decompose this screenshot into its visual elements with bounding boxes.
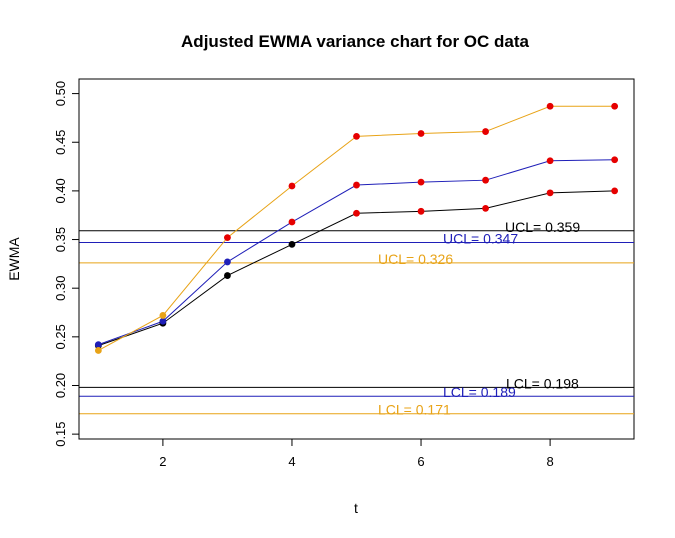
x-tick-label: 8 xyxy=(546,454,553,469)
data-points xyxy=(94,102,619,354)
data-point xyxy=(94,347,102,354)
lcl-label: LCL= 0.189 xyxy=(443,384,516,400)
data-point xyxy=(611,187,619,195)
data-point xyxy=(288,241,296,248)
data-point xyxy=(611,102,619,110)
data-point xyxy=(353,209,360,217)
y-axis: 0.15 0.20 0.25 0.30 0.35 0.40 0.45 0.50 xyxy=(53,81,80,447)
ucl-label: UCL= 0.326 xyxy=(378,251,453,267)
lcl-label: LCL= 0.198 xyxy=(506,375,579,391)
ucl-label: UCL= 0.359 xyxy=(505,219,580,235)
data-point xyxy=(224,272,231,279)
data-point xyxy=(546,157,554,165)
data-point xyxy=(417,130,425,137)
data-point xyxy=(417,207,425,215)
x-tick-label: 6 xyxy=(417,454,424,469)
x-axis-label: t xyxy=(354,500,358,516)
y-tick-label: 0.20 xyxy=(53,373,68,398)
data-point xyxy=(288,182,296,190)
data-point xyxy=(353,181,360,189)
data-point xyxy=(417,178,425,186)
data-point xyxy=(482,205,489,212)
x-axis: 2 4 6 8 xyxy=(159,438,554,469)
y-tick-label: 0.25 xyxy=(53,324,68,349)
x-tick-label: 2 xyxy=(159,454,166,469)
y-tick-label: 0.15 xyxy=(53,421,68,446)
chart-title: Adjusted EWMA variance chart for OC data xyxy=(181,32,529,51)
control-limits: UCL= 0.359 LCL= 0.198 UCL= 0.347 LCL= 0.189… xyxy=(79,219,634,418)
y-tick-label: 0.40 xyxy=(53,178,68,203)
data-point xyxy=(288,218,296,226)
data-point xyxy=(546,189,554,197)
data-point xyxy=(224,258,231,266)
data-point xyxy=(159,312,167,319)
data-point xyxy=(159,317,167,325)
data-point xyxy=(546,102,554,110)
ucl-label: UCL= 0.347 xyxy=(443,230,518,246)
data-point xyxy=(482,176,489,184)
y-tick-label: 0.35 xyxy=(53,227,68,252)
x-tick-label: 4 xyxy=(288,454,295,469)
data-point xyxy=(482,128,489,135)
data-point xyxy=(94,341,102,349)
y-axis-label: EWMA xyxy=(6,237,22,281)
y-tick-label: 0.45 xyxy=(53,130,68,155)
data-point xyxy=(353,133,360,140)
data-point xyxy=(224,234,231,241)
y-tick-label: 0.30 xyxy=(53,276,68,301)
data-point xyxy=(611,156,619,164)
lcl-label: LCL= 0.171 xyxy=(378,402,451,418)
y-tick-label: 0.50 xyxy=(53,81,68,106)
